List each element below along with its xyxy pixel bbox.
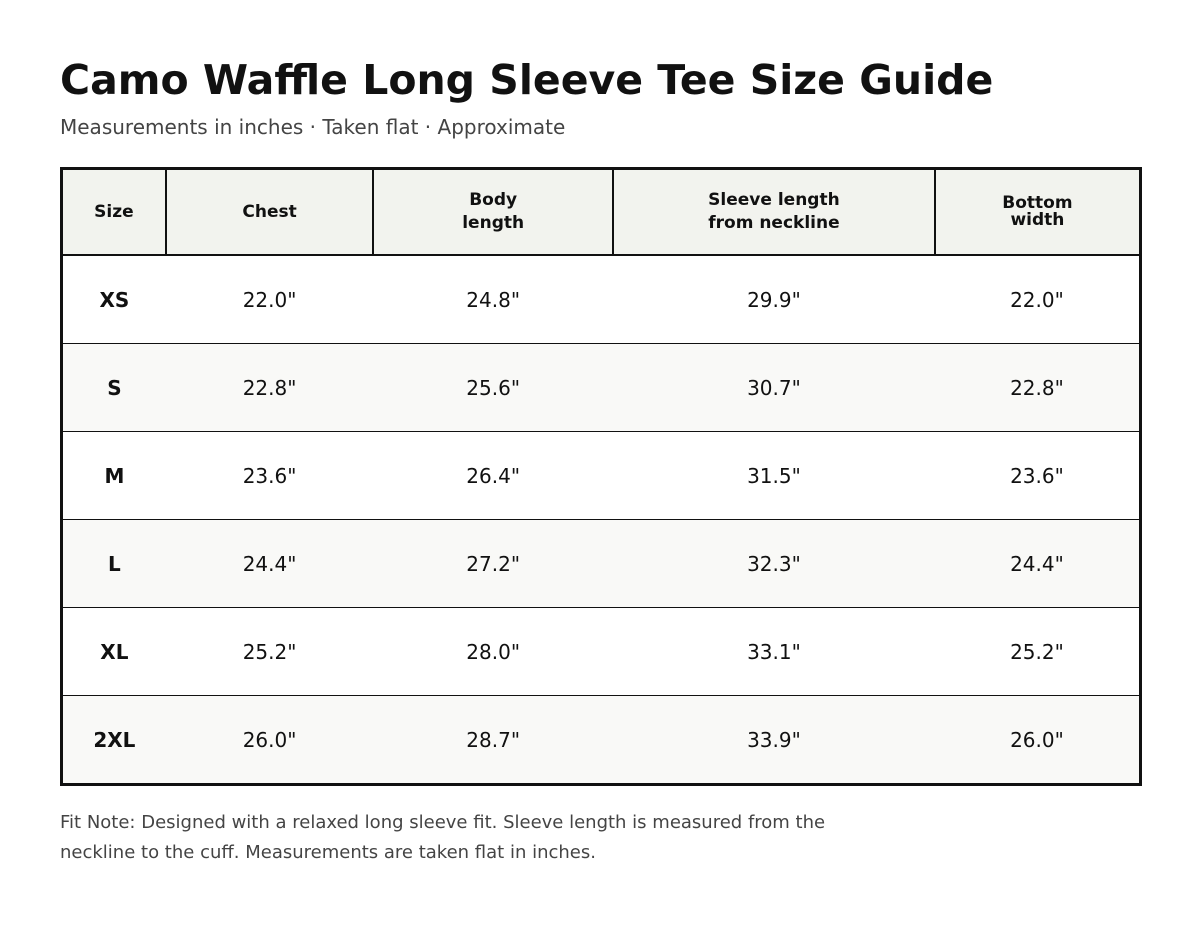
sleeve-length-cell: 30.7" [613,343,935,432]
bottom-width-cell: 24.4" [934,519,1141,608]
table-row: S 22.8" 25.6" 30.7" 22.8" [61,343,1141,432]
page-subtitle: Measurements in inches · Taken flat · Ap… [60,115,566,139]
size-cell: XL [61,607,166,696]
size-table-body: XS 22.0" 24.8" 29.9" 22.0" S 22.8" 25.6"… [61,255,1141,785]
table-row: M 23.6" 26.4" 31.5" 23.6" [61,431,1141,520]
header-sleeve-length: Sleeve length from neckline [613,168,936,256]
size-table: Size Chest Body length Sleeve length fro… [60,167,1142,786]
bottom-width-cell: 23.6" [934,431,1141,520]
size-table-header: Size Chest Body length Sleeve length fro… [61,168,1141,256]
sleeve-length-cell: 31.5" [613,431,935,520]
bottom-width-cell: 26.0" [934,695,1141,785]
body-length-cell: 27.2" [373,519,613,608]
body-length-cell: 26.4" [373,431,613,520]
chest-cell: 24.4" [165,519,374,608]
header-bottom-width-line2: width [1010,210,1065,230]
sleeve-length-cell: 32.3" [613,519,935,608]
table-row: XS 22.0" 24.8" 29.9" 22.0" [61,255,1141,344]
sleeve-length-cell: 29.9" [613,255,935,344]
header-body-length-line2: length [462,213,525,233]
header-bottom-width: Bottom width [934,168,1141,256]
bottom-width-cell: 22.0" [934,255,1141,344]
header-row: Size Chest Body length Sleeve length fro… [61,168,1141,256]
size-cell: L [61,519,166,608]
chest-cell: 26.0" [165,695,374,785]
bottom-width-cell: 22.8" [934,343,1141,432]
chest-cell: 23.6" [165,431,374,520]
header-bottom-width-line1: Bottom [1002,193,1073,213]
body-length-cell: 25.6" [373,343,613,432]
table-row: XL 25.2" 28.0" 33.1" 25.2" [61,607,1141,696]
table-row: L 24.4" 27.2" 32.3" 24.4" [61,519,1141,608]
chest-cell: 25.2" [165,607,374,696]
header-body-length: Body length [373,168,614,256]
header-sleeve-length-line1: Sleeve length [708,190,840,210]
fit-note: Fit Note: Designed with a relaxed long s… [60,812,826,863]
body-length-cell: 28.7" [373,695,613,785]
header-sleeve-length-line2: from neckline [708,213,840,233]
page-title: Camo Waffle Long Sleeve Tee Size Guide [60,56,994,104]
sleeve-length-cell: 33.9" [613,695,935,785]
body-length-cell: 24.8" [373,255,613,344]
header-body-length-line1: Body [469,190,518,210]
bottom-width-cell: 25.2" [934,607,1141,696]
body-length-cell: 28.0" [373,607,613,696]
chest-cell: 22.8" [165,343,374,432]
size-cell: XS [61,255,166,344]
size-cell: 2XL [61,695,166,785]
chest-cell: 22.0" [165,255,374,344]
sleeve-length-cell: 33.1" [613,607,935,696]
size-cell: S [61,343,166,432]
size-cell: M [61,431,166,520]
header-chest: Chest [165,168,375,256]
table-row: 2XL 26.0" 28.7" 33.9" 26.0" [61,695,1141,785]
header-size: Size [61,168,167,256]
